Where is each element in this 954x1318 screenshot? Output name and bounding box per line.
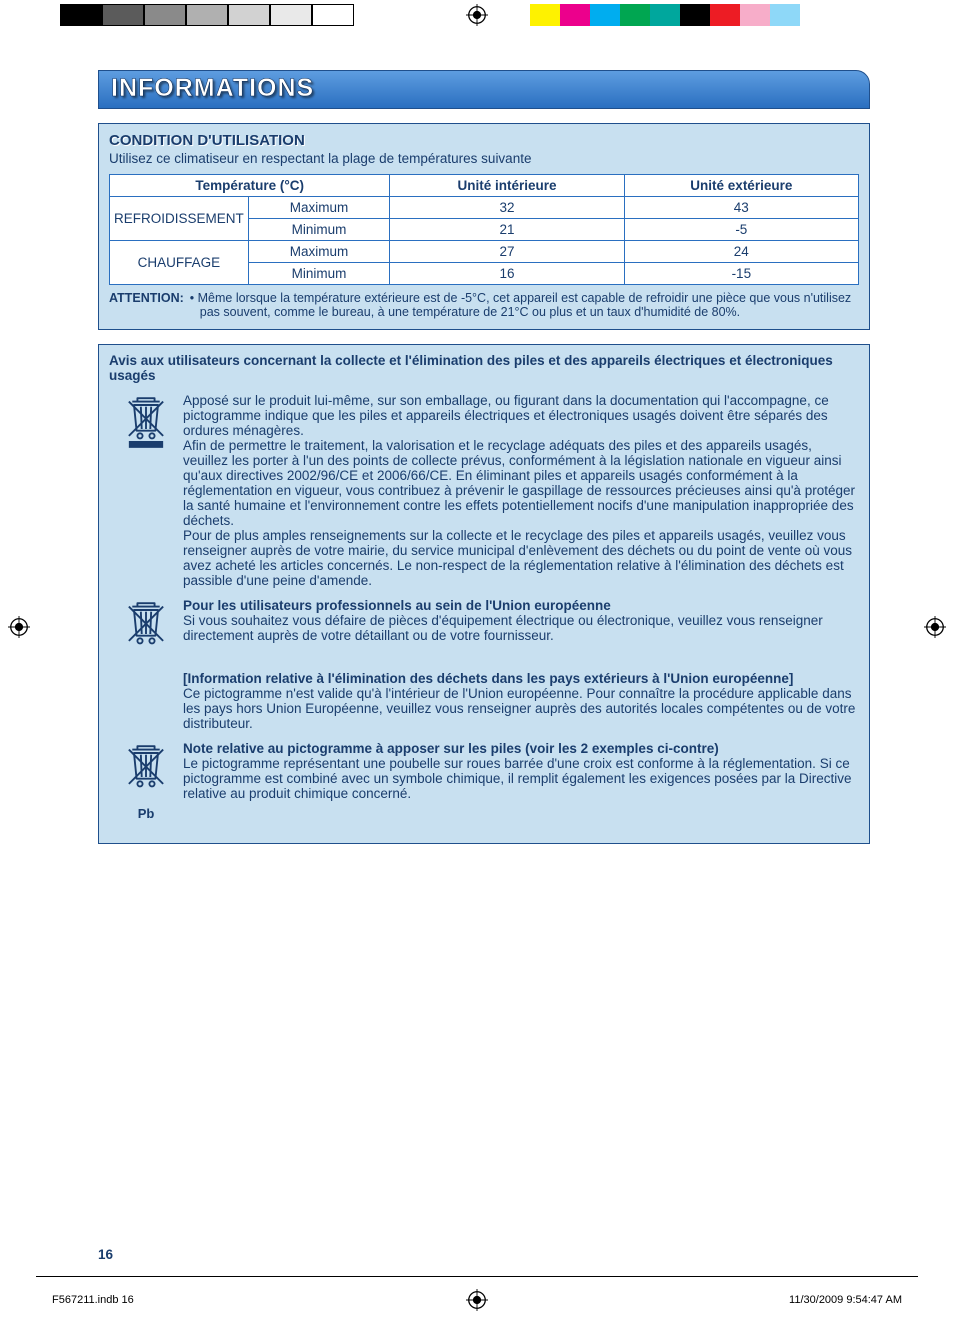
- usage-conditions-box: CONDITION D'UTILISATION Utilisez ce clim…: [98, 123, 870, 330]
- attention-note: ATTENTION: • Même lorsque la température…: [109, 291, 859, 319]
- footer-rule: [36, 1276, 918, 1277]
- notice-item: Pb Note relative au pictogramme à apposer…: [109, 741, 859, 821]
- temperature-table: Température (°C)Unité intérieureUnité ex…: [109, 174, 859, 285]
- registration-mark-icon: [8, 616, 30, 638]
- section-heading: CONDITION D'UTILISATION: [109, 132, 859, 149]
- item-heading: Pour les utilisateurs professionnels au …: [183, 598, 611, 613]
- item-paragraph: Apposé sur le produit lui-même, sur son …: [183, 393, 829, 438]
- registration-mark-icon: [924, 616, 946, 638]
- attention-body: • Même lorsque la température extérieure…: [190, 291, 859, 319]
- registration-mark-icon: [466, 1289, 488, 1311]
- notice-item: Pour les utilisateurs professionnels au …: [109, 598, 859, 661]
- item-paragraph: Afin de permettre le traitement, la valo…: [183, 438, 855, 528]
- section-banner: INFORMATIONS: [98, 70, 870, 109]
- waste-bin-icon: [120, 598, 172, 661]
- page-number: 16: [98, 1247, 113, 1262]
- registration-mark-icon: [466, 4, 488, 26]
- waste-bin-icon: [120, 393, 172, 456]
- banner-title: INFORMATIONS: [111, 74, 857, 103]
- item-heading: Note relative au pictogramme à apposer s…: [183, 741, 719, 756]
- item-paragraph: Ce pictogramme n'est valide qu'à l'intér…: [183, 686, 855, 731]
- footer-file: F567211.indb 16: [52, 1294, 134, 1306]
- pb-label: Pb: [109, 806, 183, 821]
- waste-bin-icon: [120, 741, 172, 804]
- notice-item: Apposé sur le produit lui-même, sur son …: [109, 393, 859, 588]
- footer-timestamp: 11/30/2009 9:54:47 AM: [789, 1294, 902, 1306]
- page-content: INFORMATIONS CONDITION D'UTILISATION Uti…: [98, 70, 870, 1250]
- intro-text: Utilisez ce climatiseur en respectant la…: [109, 151, 859, 166]
- notice-item: [Information relative à l'élimination de…: [109, 671, 859, 731]
- item-paragraph: Pour de plus amples renseignements sur l…: [183, 528, 852, 588]
- notice-heading: Avis aux utilisateurs concernant la coll…: [109, 353, 859, 383]
- attention-label: ATTENTION:: [109, 291, 190, 319]
- disposal-notice-box: Avis aux utilisateurs concernant la coll…: [98, 344, 870, 844]
- item-heading: [Information relative à l'élimination de…: [183, 671, 793, 686]
- item-paragraph: Si vous souhaitez vous défaire de pièces…: [183, 613, 823, 643]
- item-paragraph: Le pictogramme représentant une poubelle…: [183, 756, 852, 801]
